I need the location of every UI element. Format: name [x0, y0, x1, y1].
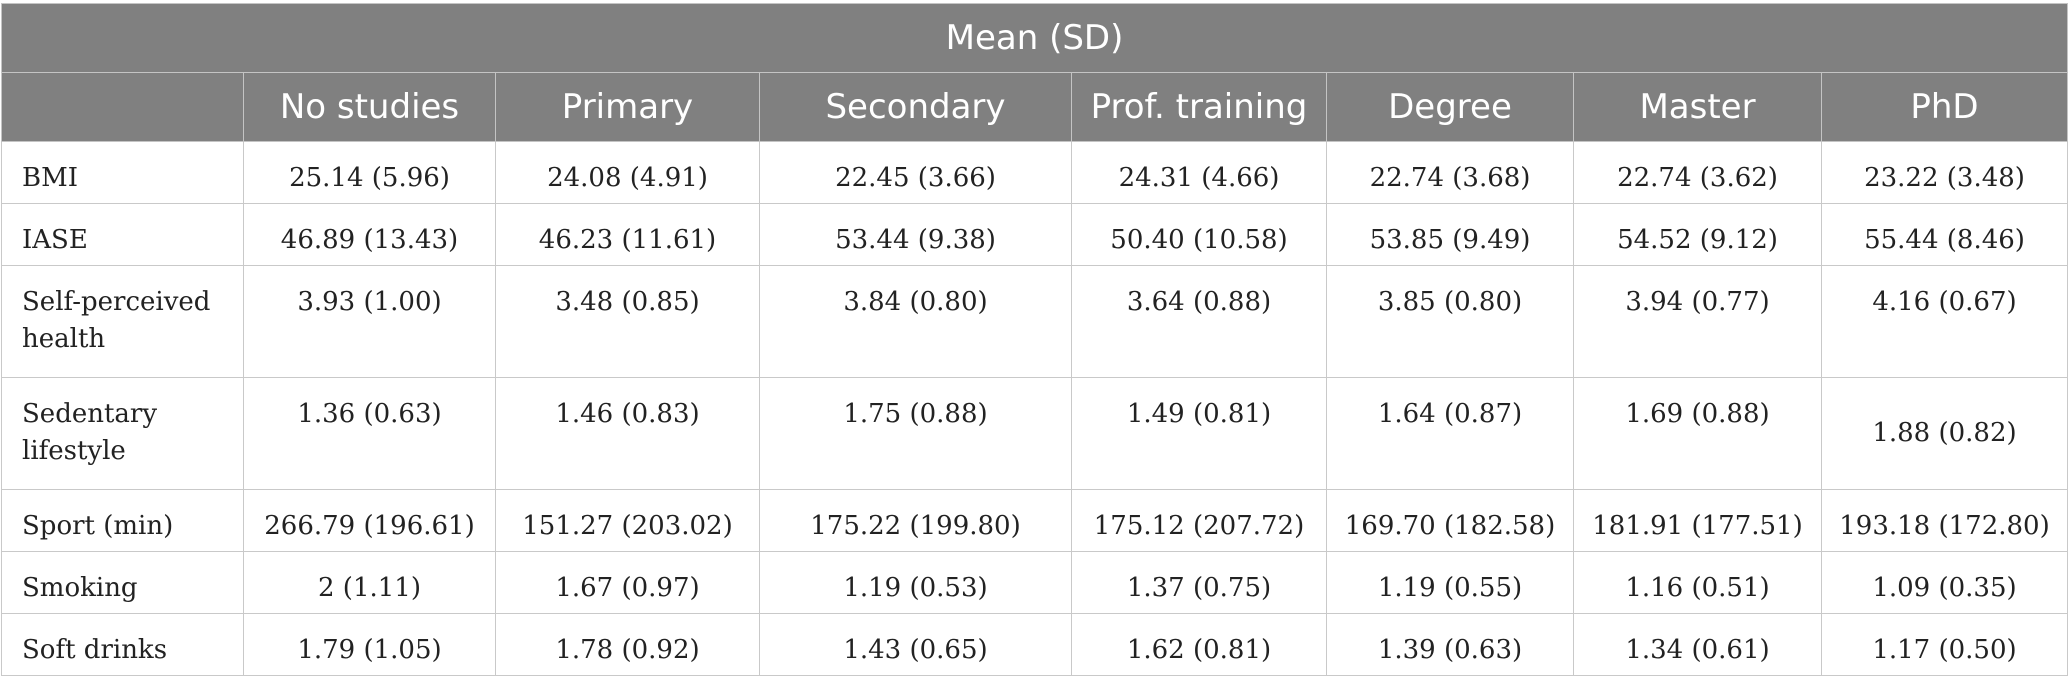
table-cell: 24.31 (4.66)	[1071, 141, 1327, 204]
table-cell: 193.18 (172.80)	[1821, 489, 2068, 552]
table-row: Sport (min) 266.79 (196.61) 151.27 (203.…	[1, 489, 2068, 552]
table-cell: 1.49 (0.81)	[1071, 377, 1327, 490]
table-cell: 1.78 (0.92)	[495, 613, 760, 676]
table-cell: 54.52 (9.12)	[1573, 203, 1822, 266]
table-cell: 24.08 (4.91)	[495, 141, 760, 204]
table-cell: 55.44 (8.46)	[1821, 203, 2068, 266]
table-cell: 1.19 (0.53)	[759, 551, 1072, 614]
row-label: Sedentary lifestyle	[1, 377, 244, 490]
table-row: Sedentary lifestyle 1.36 (0.63) 1.46 (0.…	[1, 377, 2068, 490]
header-secondary: Secondary	[759, 72, 1072, 142]
row-label: Self-perceived health	[1, 265, 244, 378]
table-cell: 1.37 (0.75)	[1071, 551, 1327, 614]
table-cell: 181.91 (177.51)	[1573, 489, 1822, 552]
table-cell: 1.09 (0.35)	[1821, 551, 2068, 614]
table-cell: 50.40 (10.58)	[1071, 203, 1327, 266]
header-no-studies: No studies	[243, 72, 496, 142]
table-cell: 1.36 (0.63)	[243, 377, 496, 490]
table-cell: 1.79 (1.05)	[243, 613, 496, 676]
table-row: Smoking 2 (1.11) 1.67 (0.97) 1.19 (0.53)…	[1, 551, 2068, 614]
table-cell: 175.22 (199.80)	[759, 489, 1072, 552]
table-cell: 25.14 (5.96)	[243, 141, 496, 204]
table-cell: 1.17 (0.50)	[1821, 613, 2068, 676]
row-label: BMI	[1, 141, 244, 204]
table-cell: 3.48 (0.85)	[495, 265, 760, 378]
title-row: Mean (SD)	[1, 3, 2068, 73]
table-cell: 22.74 (3.62)	[1573, 141, 1822, 204]
header-empty	[1, 72, 244, 142]
table-cell: 1.64 (0.87)	[1326, 377, 1574, 490]
table-cell: 23.22 (3.48)	[1821, 141, 2068, 204]
row-label: IASE	[1, 203, 244, 266]
table-cell: 3.94 (0.77)	[1573, 265, 1822, 378]
row-label: Sport (min)	[1, 489, 244, 552]
table-cell: 46.89 (13.43)	[243, 203, 496, 266]
table-cell: 151.27 (203.02)	[495, 489, 760, 552]
table-cell: 175.12 (207.72)	[1071, 489, 1327, 552]
header-prof-training: Prof. training	[1071, 72, 1327, 142]
table-cell: 3.84 (0.80)	[759, 265, 1072, 378]
table-cell: 46.23 (11.61)	[495, 203, 760, 266]
table-cell: 3.93 (1.00)	[243, 265, 496, 378]
table-cell: 4.16 (0.67)	[1821, 265, 2068, 378]
table-cell: 1.43 (0.65)	[759, 613, 1072, 676]
table-cell: 1.69 (0.88)	[1573, 377, 1822, 490]
table-cell: 169.70 (182.58)	[1326, 489, 1574, 552]
table-cell: 1.39 (0.63)	[1326, 613, 1574, 676]
header-phd: PhD	[1821, 72, 2068, 142]
column-header-row: No studies Primary Secondary Prof. train…	[1, 72, 2068, 142]
table-cell: 3.64 (0.88)	[1071, 265, 1327, 378]
table-cell: 1.62 (0.81)	[1071, 613, 1327, 676]
header-master: Master	[1573, 72, 1822, 142]
table-cell: 3.85 (0.80)	[1326, 265, 1574, 378]
table-cell: 53.85 (9.49)	[1326, 203, 1574, 266]
mean-sd-table: Mean (SD) No studies Primary Secondary P…	[1, 3, 2068, 676]
table-title: Mean (SD)	[1, 3, 2068, 73]
table-row: Soft drinks 1.79 (1.05) 1.78 (0.92) 1.43…	[1, 613, 2068, 676]
table-cell: 1.88 (0.82)	[1821, 377, 2068, 490]
table-cell: 1.19 (0.55)	[1326, 551, 1574, 614]
table-cell: 22.45 (3.66)	[759, 141, 1072, 204]
table-cell: 266.79 (196.61)	[243, 489, 496, 552]
table-cell: 1.75 (0.88)	[759, 377, 1072, 490]
header-primary: Primary	[495, 72, 760, 142]
table-cell: 53.44 (9.38)	[759, 203, 1072, 266]
table-row: IASE 46.89 (13.43) 46.23 (11.61) 53.44 (…	[1, 203, 2068, 266]
table-cell: 1.16 (0.51)	[1573, 551, 1822, 614]
table-cell: 1.34 (0.61)	[1573, 613, 1822, 676]
table-cell: 2 (1.11)	[243, 551, 496, 614]
table-cell: 1.46 (0.83)	[495, 377, 760, 490]
table-cell: 22.74 (3.68)	[1326, 141, 1574, 204]
table-row: Self-perceived health 3.93 (1.00) 3.48 (…	[1, 265, 2068, 378]
table-cell: 1.67 (0.97)	[495, 551, 760, 614]
row-label: Smoking	[1, 551, 244, 614]
table-row: BMI 25.14 (5.96) 24.08 (4.91) 22.45 (3.6…	[1, 141, 2068, 204]
row-label: Soft drinks	[1, 613, 244, 676]
header-degree: Degree	[1326, 72, 1574, 142]
